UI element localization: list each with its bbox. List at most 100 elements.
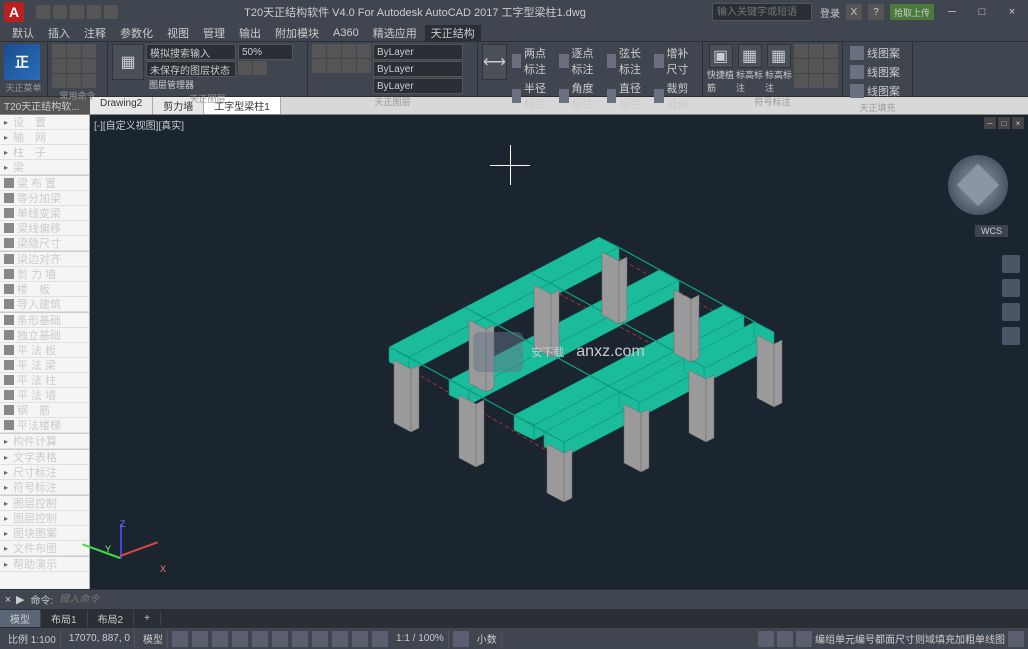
sidebar-item[interactable]: 独立基础: [0, 328, 89, 343]
sidebar-item[interactable]: ▸梁: [0, 160, 89, 175]
cmd-input[interactable]: [59, 594, 1028, 605]
sidebar-item[interactable]: ▸构件计算: [0, 434, 89, 449]
dim-dia-button[interactable]: 直径标注: [604, 79, 651, 113]
tab-manage[interactable]: 管理: [197, 25, 231, 41]
maximize-icon[interactable]: □: [970, 2, 994, 22]
sidebar-item[interactable]: 平 法 柱: [0, 373, 89, 388]
sidebar-item[interactable]: 梁隐尺寸: [0, 236, 89, 251]
status-gear-icon[interactable]: [453, 631, 469, 647]
dim-ang-button[interactable]: 角度标注: [556, 79, 603, 113]
sidebar-item[interactable]: ▸符号标注: [0, 480, 89, 495]
tool-icon[interactable]: [357, 59, 371, 73]
color-combo[interactable]: ByLayer: [373, 44, 463, 60]
sidebar-item[interactable]: 等分加梁: [0, 191, 89, 206]
status-ducs-icon[interactable]: [312, 631, 328, 647]
drawing-canvas[interactable]: [-][自定义视图][真实] ─□× WCS: [90, 115, 1028, 589]
nav-zoom-icon[interactable]: [1002, 303, 1020, 321]
tool-icon[interactable]: [342, 44, 356, 58]
minimize-icon[interactable]: ─: [940, 2, 964, 22]
nav-pan-icon[interactable]: [1002, 279, 1020, 297]
command-line[interactable]: × ▶ 命令:: [0, 589, 1028, 609]
sidebar-item[interactable]: 平法楼梯: [0, 418, 89, 433]
vp-min-icon[interactable]: ─: [984, 117, 996, 129]
sidebar-item[interactable]: 梁边对齐: [0, 252, 89, 267]
fill-button[interactable]: 线图案: [847, 44, 903, 62]
linetype-combo[interactable]: ByLayer: [373, 61, 463, 77]
dim-rad-button[interactable]: 半径标注: [509, 79, 556, 113]
sidebar-item[interactable]: ▸图层控制: [0, 511, 89, 526]
tool-icon[interactable]: [327, 44, 341, 58]
status-osnap-icon[interactable]: [252, 631, 268, 647]
sidebar-item[interactable]: ▸帮助演示: [0, 557, 89, 572]
exchange-icon[interactable]: X: [846, 4, 862, 20]
status-ortho-icon[interactable]: [212, 631, 228, 647]
tool-icon[interactable]: [794, 44, 808, 58]
tool-icon[interactable]: [82, 59, 96, 73]
sym-button[interactable]: ▣: [709, 44, 733, 68]
dim-seq-button[interactable]: 逐点标注: [556, 44, 603, 78]
pickup-button[interactable]: 拾取上传: [890, 4, 934, 20]
sidebar-item[interactable]: ▸图块图案: [0, 526, 89, 541]
status-scale[interactable]: 比例 1:100: [4, 630, 61, 648]
tool-icon[interactable]: [809, 44, 823, 58]
layer-state-combo[interactable]: 未保存的图层状态: [146, 61, 236, 77]
dim-add-button[interactable]: 增补尺寸: [651, 44, 698, 78]
qat-new-icon[interactable]: [36, 5, 50, 19]
tool-icon[interactable]: [327, 59, 341, 73]
cmd-arrow-icon[interactable]: ▶: [16, 593, 24, 606]
tool-icon[interactable]: [357, 44, 371, 58]
vp-max-icon[interactable]: □: [998, 117, 1010, 129]
view-label[interactable]: [-][自定义视图][真实]: [94, 117, 184, 132]
status-icon[interactable]: [777, 631, 793, 647]
sidebar-item[interactable]: 平 法 梁: [0, 358, 89, 373]
sidebar-item[interactable]: 剪 力 墙: [0, 267, 89, 282]
status-icon[interactable]: [796, 631, 812, 647]
tab-output[interactable]: 输出: [233, 25, 267, 41]
tab-featured[interactable]: 精选应用: [367, 25, 423, 41]
sidebar-item[interactable]: ▸设 置: [0, 115, 89, 130]
wcs-label[interactable]: WCS: [975, 225, 1008, 237]
dim-trim-button[interactable]: 裁剪延伸: [651, 79, 698, 113]
vp-close-icon[interactable]: ×: [1012, 117, 1024, 129]
layer-search-input[interactable]: 模拟搜索输入: [146, 44, 236, 60]
ucs-icon[interactable]: Z X Y: [110, 509, 170, 569]
sidebar-item[interactable]: 钢 筋: [0, 403, 89, 418]
tab-insert[interactable]: 插入: [42, 25, 76, 41]
status-model[interactable]: 模型: [139, 630, 168, 648]
sidebar-item[interactable]: ▸文字表格: [0, 450, 89, 465]
status-tpy-icon[interactable]: [372, 631, 388, 647]
tab-parametric[interactable]: 参数化: [114, 25, 159, 41]
status-grid-icon[interactable]: [172, 631, 188, 647]
layer-button[interactable]: ▦: [112, 44, 144, 80]
nav-orbit-icon[interactable]: [1002, 327, 1020, 345]
dim-chord-button[interactable]: 弦长标注: [604, 44, 651, 78]
sidebar-item[interactable]: ▸文件布图: [0, 541, 89, 556]
sidebar-item[interactable]: ▸尺寸标注: [0, 465, 89, 480]
qat-redo-icon[interactable]: [104, 5, 118, 19]
sidebar-item[interactable]: 楼 板: [0, 282, 89, 297]
search-input[interactable]: [712, 3, 812, 21]
tool-icon[interactable]: [52, 44, 66, 58]
tool-icon[interactable]: [824, 74, 838, 88]
status-right-text[interactable]: 编组单元编号都面尺寸则域填充加粗单线图: [815, 631, 1005, 646]
status-3dosnap-icon[interactable]: [272, 631, 288, 647]
nav-wheel-icon[interactable]: [1002, 255, 1020, 273]
sidebar-item[interactable]: 单线变梁: [0, 206, 89, 221]
tool-icon[interactable]: [824, 44, 838, 58]
status-polar-icon[interactable]: [232, 631, 248, 647]
tool-icon[interactable]: [794, 74, 808, 88]
qat-open-icon[interactable]: [53, 5, 67, 19]
tool-icon[interactable]: [824, 59, 838, 73]
sidebar-item[interactable]: 梁 布 置: [0, 176, 89, 191]
tab-tangent[interactable]: 天正结构: [425, 25, 481, 41]
lineweight-combo[interactable]: ByLayer: [373, 78, 463, 94]
tool-icon[interactable]: [82, 44, 96, 58]
status-icon[interactable]: [758, 631, 774, 647]
dim-2pt-button[interactable]: 两点标注: [509, 44, 556, 78]
status-dyn-icon[interactable]: [332, 631, 348, 647]
tool-icon[interactable]: [342, 59, 356, 73]
viewcube[interactable]: [948, 155, 1008, 215]
tool-icon[interactable]: [238, 61, 252, 75]
status-lwt-icon[interactable]: [352, 631, 368, 647]
sidebar-item[interactable]: ▸图层控制: [0, 496, 89, 511]
